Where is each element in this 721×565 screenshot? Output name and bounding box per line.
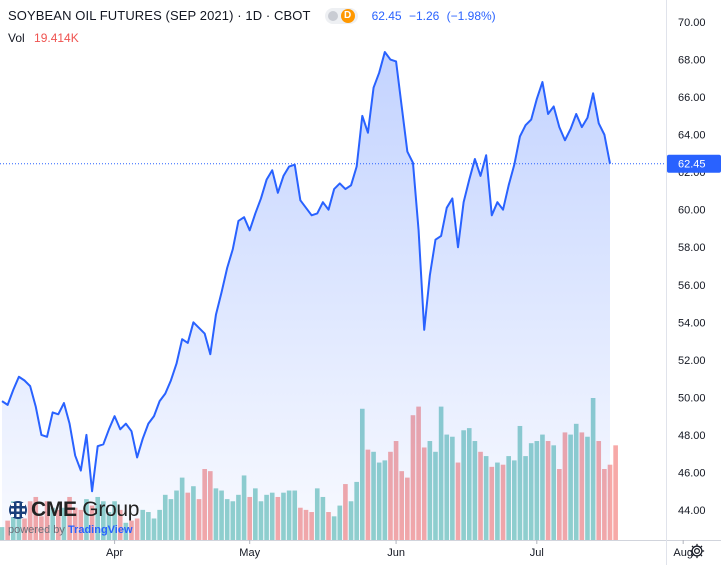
y-tick-label: 48.00 bbox=[678, 430, 706, 442]
market-status-pill[interactable]: D bbox=[324, 8, 358, 24]
gear-icon[interactable] bbox=[688, 542, 706, 560]
last-price-label-bg bbox=[667, 154, 721, 173]
delayed-data-badge: D bbox=[340, 9, 355, 23]
y-tick-label: 46.00 bbox=[678, 468, 706, 480]
x-tick-label: Jun bbox=[387, 547, 405, 559]
price-area-fill bbox=[2, 52, 610, 540]
powered-by-text: powered by TradingView bbox=[8, 524, 133, 536]
x-tick-label: Apr bbox=[106, 547, 123, 559]
brand-watermark[interactable]: CME Group powered by TradingView bbox=[8, 498, 139, 536]
y-tick-label: 66.00 bbox=[678, 92, 706, 104]
y-tick-label: 70.00 bbox=[678, 17, 706, 29]
price-change: −1.26 bbox=[408, 9, 440, 23]
quote-values: 62.45 −1.26 (−1.98%) bbox=[372, 8, 500, 24]
y-tick-label: 44.00 bbox=[678, 505, 706, 517]
price-change-percent: (−1.98%) bbox=[446, 9, 496, 23]
y-tick-label: 64.00 bbox=[678, 130, 706, 142]
y-tick-label: 68.00 bbox=[678, 55, 706, 67]
y-tick-label: 60.00 bbox=[678, 205, 706, 217]
volume-value: 19.414K bbox=[34, 31, 79, 45]
volume-bar bbox=[613, 445, 618, 540]
volume-label[interactable]: Vol bbox=[8, 31, 25, 45]
y-tick-label: 58.00 bbox=[678, 242, 706, 254]
tradingview-link[interactable]: TradingView bbox=[67, 524, 133, 536]
symbol-title[interactable]: SOYBEAN OIL FUTURES (SEP 2021) · 1D · CB… bbox=[8, 8, 311, 23]
price-line bbox=[1, 51, 611, 493]
x-tick-label: May bbox=[239, 547, 260, 559]
y-tick-label: 50.00 bbox=[678, 392, 706, 404]
market-closed-icon bbox=[327, 11, 338, 21]
x-tick-label: Aug bbox=[673, 547, 693, 559]
last-price: 62.45 bbox=[371, 9, 402, 23]
y-tick-label: 56.00 bbox=[678, 280, 706, 292]
last-price-label: 62.45 bbox=[678, 159, 706, 171]
x-tick-label: Jul bbox=[530, 547, 544, 559]
price-area bbox=[1, 51, 611, 540]
y-tick-label: 54.00 bbox=[678, 317, 706, 329]
y-tick-label: 52.00 bbox=[678, 355, 706, 367]
chart-legend: SOYBEAN OIL FUTURES (SEP 2021) · 1D · CB… bbox=[8, 8, 500, 46]
cme-globe-icon bbox=[9, 501, 27, 519]
cme-logo-text: CME Group bbox=[31, 498, 140, 521]
